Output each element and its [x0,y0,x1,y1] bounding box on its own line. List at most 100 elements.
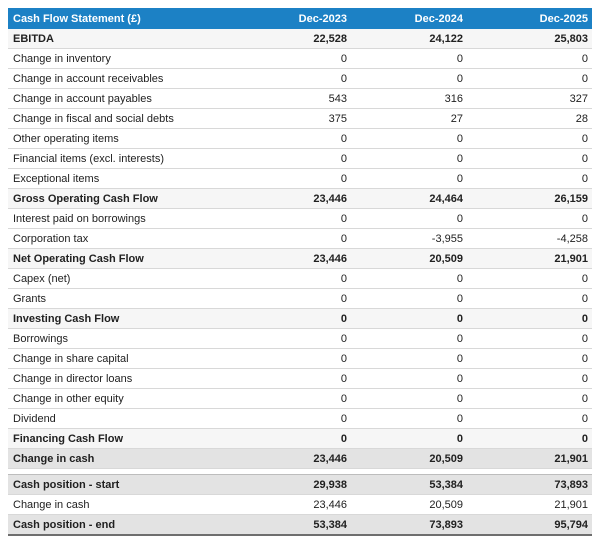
row-label: Cash position - end [8,514,243,536]
section-gap [8,468,592,475]
cell-value: 0 [467,368,592,389]
row-label: Investing Cash Flow [8,308,243,329]
header-row: Cash Flow Statement (£) Dec-2023 Dec-202… [8,8,592,29]
column-header-dec-2023: Dec-2023 [243,8,351,29]
table-row: Capex (net) 0 0 0 [8,268,592,289]
cell-value: 0 [351,368,467,389]
cell-value: 0 [467,268,592,289]
row-label: Dividend [8,408,243,429]
table-row: Change in account payables 543 316 327 [8,88,592,109]
cell-value: 23,446 [243,248,351,269]
row-label: Cash position - start [8,474,243,495]
cell-value: 0 [351,48,467,69]
row-label: Change in director loans [8,368,243,389]
cell-value: 21,901 [467,248,592,269]
table-row: Cash position - start 29,938 53,384 73,893 [8,474,592,495]
cell-value: 0 [243,68,351,89]
row-label: Change in cash [8,494,243,515]
column-header-dec-2025: Dec-2025 [467,8,592,29]
cell-value: 73,893 [467,474,592,495]
cell-value: 0 [351,308,467,329]
table-row: Change in fiscal and social debts 375 27 28 [8,108,592,129]
cell-value: 24,464 [351,188,467,209]
cell-value: 29,938 [243,474,351,495]
cell-value: 20,509 [351,494,467,515]
table-body-main: EBITDA 22,528 24,122 25,803 Change in invent… [8,29,592,469]
row-label: Change in other equity [8,388,243,409]
cell-value: 28 [467,108,592,129]
cell-value: 0 [351,348,467,369]
row-label: Change in share capital [8,348,243,369]
cell-value: -3,955 [351,228,467,249]
row-label: Capex (net) [8,268,243,289]
cell-value: 95,794 [467,514,592,536]
table-row: Gross Operating Cash Flow 23,446 24,464 26,… [8,188,592,209]
cell-value: 0 [243,48,351,69]
row-label: Change in account payables [8,88,243,109]
row-label: Other operating items [8,128,243,149]
cell-value: 0 [467,68,592,89]
table-row: Change in other equity 0 0 0 [8,388,592,409]
cell-value: 0 [243,428,351,449]
table-header: Cash Flow Statement (£) Dec-2023 Dec-202… [8,8,592,29]
table-row: Change in cash 23,446 20,509 21,901 [8,448,592,469]
cell-value: 0 [467,128,592,149]
cell-value: 0 [467,428,592,449]
cell-value: 53,384 [351,474,467,495]
cell-value: 0 [467,388,592,409]
table-row: Net Operating Cash Flow 23,446 20,509 21,90… [8,248,592,269]
cell-value: 0 [243,128,351,149]
cell-value: -4,258 [467,228,592,249]
row-label: EBITDA [8,29,243,49]
row-label: Interest paid on borrowings [8,208,243,229]
cell-value: 375 [243,108,351,129]
cash-flow-table: Cash Flow Statement (£) Dec-2023 Dec-202… [8,8,592,536]
cell-value: 53,384 [243,514,351,536]
cell-value: 0 [467,348,592,369]
cell-value: 26,159 [467,188,592,209]
cell-value: 23,446 [243,188,351,209]
cell-value: 0 [467,48,592,69]
cell-value: 23,446 [243,448,351,469]
column-header-dec-2024: Dec-2024 [351,8,467,29]
cell-value: 0 [351,68,467,89]
cell-value: 0 [467,168,592,189]
cell-value: 0 [467,328,592,349]
row-label: Change in fiscal and social debts [8,108,243,129]
row-label: Corporation tax [8,228,243,249]
cell-value: 0 [351,268,467,289]
cell-value: 25,803 [467,29,592,49]
cell-value: 20,509 [351,448,467,469]
cell-value: 0 [243,168,351,189]
cell-value: 0 [351,428,467,449]
row-label: Gross Operating Cash Flow [8,188,243,209]
cell-value: 0 [243,148,351,169]
row-label: Change in cash [8,448,243,469]
cell-value: 0 [243,288,351,309]
cell-value: 20,509 [351,248,467,269]
cell-value: 21,901 [467,448,592,469]
table-row: Financial items (excl. interests) 0 0 0 [8,148,592,169]
table-row: Exceptional items 0 0 0 [8,168,592,189]
cell-value: 0 [351,148,467,169]
cell-value: 0 [243,388,351,409]
table-row: Financing Cash Flow 0 0 0 [8,428,592,449]
cell-value: 73,893 [351,514,467,536]
row-label: Financial items (excl. interests) [8,148,243,169]
cell-value: 0 [243,328,351,349]
cell-value: 316 [351,88,467,109]
cell-value: 0 [243,228,351,249]
table-title: Cash Flow Statement (£) [8,8,243,29]
table-body-cash-position: Cash position - start 29,938 53,384 73,893 C… [8,474,592,536]
cell-value: 0 [351,408,467,429]
cell-value: 327 [467,88,592,109]
table-row: Borrowings 0 0 0 [8,328,592,349]
table-row: Corporation tax 0 -3,955 -4,258 [8,228,592,249]
row-label: Exceptional items [8,168,243,189]
cell-value: 0 [351,388,467,409]
cell-value: 23,446 [243,494,351,515]
table-row: EBITDA 22,528 24,122 25,803 [8,29,592,49]
cell-value: 0 [351,168,467,189]
table-row: Investing Cash Flow 0 0 0 [8,308,592,329]
cell-value: 27 [351,108,467,129]
